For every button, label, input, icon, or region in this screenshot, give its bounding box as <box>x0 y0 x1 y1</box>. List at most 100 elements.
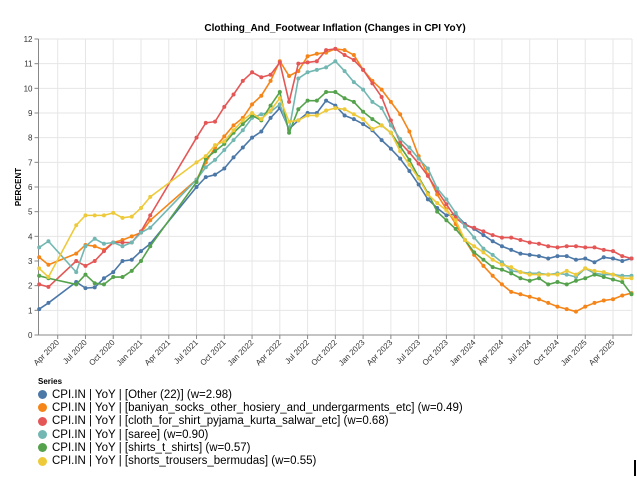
data-point[interactable] <box>194 185 199 189</box>
data-point[interactable] <box>342 48 347 53</box>
data-point[interactable] <box>379 138 384 143</box>
data-point[interactable] <box>536 297 541 302</box>
data-point[interactable] <box>388 123 393 128</box>
data-point[interactable] <box>416 156 421 161</box>
data-point[interactable] <box>194 135 199 140</box>
data-point[interactable] <box>138 249 143 254</box>
data-point[interactable] <box>499 244 504 249</box>
data-point[interactable] <box>481 233 486 238</box>
data-point[interactable] <box>499 262 504 267</box>
data-point[interactable] <box>370 117 375 122</box>
data-point[interactable] <box>324 108 329 113</box>
data-point[interactable] <box>564 244 569 249</box>
data-point[interactable] <box>351 80 356 85</box>
data-point[interactable] <box>305 54 310 59</box>
data-point[interactable] <box>231 138 236 143</box>
data-point[interactable] <box>407 168 412 173</box>
data-point[interactable] <box>472 235 477 240</box>
data-point[interactable] <box>351 53 356 58</box>
data-point[interactable] <box>527 272 532 277</box>
data-point[interactable] <box>305 113 310 118</box>
data-point[interactable] <box>148 244 153 249</box>
data-point[interactable] <box>361 87 366 92</box>
data-point[interactable] <box>611 272 615 277</box>
data-point[interactable] <box>111 240 116 245</box>
data-point[interactable] <box>388 146 393 151</box>
data-point[interactable] <box>324 48 329 53</box>
data-point[interactable] <box>37 255 42 260</box>
data-point[interactable] <box>351 57 356 62</box>
data-point[interactable] <box>601 298 606 303</box>
data-point[interactable] <box>490 252 495 257</box>
data-point[interactable] <box>296 118 301 123</box>
legend-item[interactable]: CPI.IN | YoY | [shirts_t_shirts] (w=0.57… <box>38 441 463 454</box>
data-point[interactable] <box>333 106 338 111</box>
data-point[interactable] <box>592 268 597 273</box>
data-point[interactable] <box>518 276 523 281</box>
data-point[interactable] <box>148 213 153 218</box>
data-point[interactable] <box>573 244 578 249</box>
data-point[interactable] <box>472 225 477 230</box>
data-point[interactable] <box>138 259 143 263</box>
data-point[interactable] <box>203 154 208 159</box>
data-point[interactable] <box>407 157 412 162</box>
data-point[interactable] <box>222 148 227 152</box>
data-point[interactable] <box>231 123 236 128</box>
data-point[interactable] <box>361 117 366 122</box>
data-point[interactable] <box>499 267 504 272</box>
data-point[interactable] <box>287 130 292 135</box>
data-point[interactable] <box>46 239 51 244</box>
data-point[interactable] <box>601 275 606 280</box>
data-point[interactable] <box>240 128 245 133</box>
data-point[interactable] <box>92 281 97 286</box>
data-point[interactable] <box>425 166 430 171</box>
data-point[interactable] <box>213 172 218 177</box>
data-point[interactable] <box>240 122 245 127</box>
data-point[interactable] <box>361 109 366 114</box>
data-point[interactable] <box>509 265 514 270</box>
data-point[interactable] <box>583 276 588 281</box>
data-point[interactable] <box>277 90 282 95</box>
data-point[interactable] <box>416 161 421 166</box>
data-point[interactable] <box>259 129 264 134</box>
data-point[interactable] <box>620 259 625 263</box>
data-point[interactable] <box>388 130 393 135</box>
data-point[interactable] <box>148 225 153 230</box>
data-point[interactable] <box>573 278 578 283</box>
data-point[interactable] <box>592 260 597 265</box>
data-point[interactable] <box>250 111 255 115</box>
data-point[interactable] <box>573 309 578 314</box>
data-point[interactable] <box>46 300 51 305</box>
data-point[interactable] <box>324 90 329 95</box>
data-point[interactable] <box>305 60 310 65</box>
data-point[interactable] <box>518 251 523 256</box>
data-point[interactable] <box>148 218 153 223</box>
data-point[interactable] <box>527 252 532 257</box>
data-point[interactable] <box>129 257 134 262</box>
data-point[interactable] <box>92 244 97 249</box>
data-point[interactable] <box>287 99 292 104</box>
data-point[interactable] <box>213 143 218 148</box>
data-point[interactable] <box>240 78 245 83</box>
data-point[interactable] <box>481 257 486 262</box>
data-point[interactable] <box>37 282 42 287</box>
data-point[interactable] <box>213 119 218 124</box>
data-point[interactable] <box>536 276 541 281</box>
data-point[interactable] <box>111 270 116 275</box>
data-point[interactable] <box>416 176 421 181</box>
data-point[interactable] <box>407 162 412 167</box>
data-point[interactable] <box>546 272 551 277</box>
data-point[interactable] <box>314 67 319 72</box>
data-point[interactable] <box>564 268 569 273</box>
data-point[interactable] <box>250 70 255 75</box>
data-point[interactable] <box>268 78 273 83</box>
data-point[interactable] <box>527 278 532 283</box>
data-point[interactable] <box>231 155 236 160</box>
data-point[interactable] <box>222 104 227 109</box>
data-point[interactable] <box>546 256 551 261</box>
data-point[interactable] <box>555 272 560 277</box>
data-point[interactable] <box>287 74 292 78</box>
data-point[interactable] <box>490 257 495 262</box>
data-point[interactable] <box>333 46 338 51</box>
data-point[interactable] <box>592 300 597 305</box>
